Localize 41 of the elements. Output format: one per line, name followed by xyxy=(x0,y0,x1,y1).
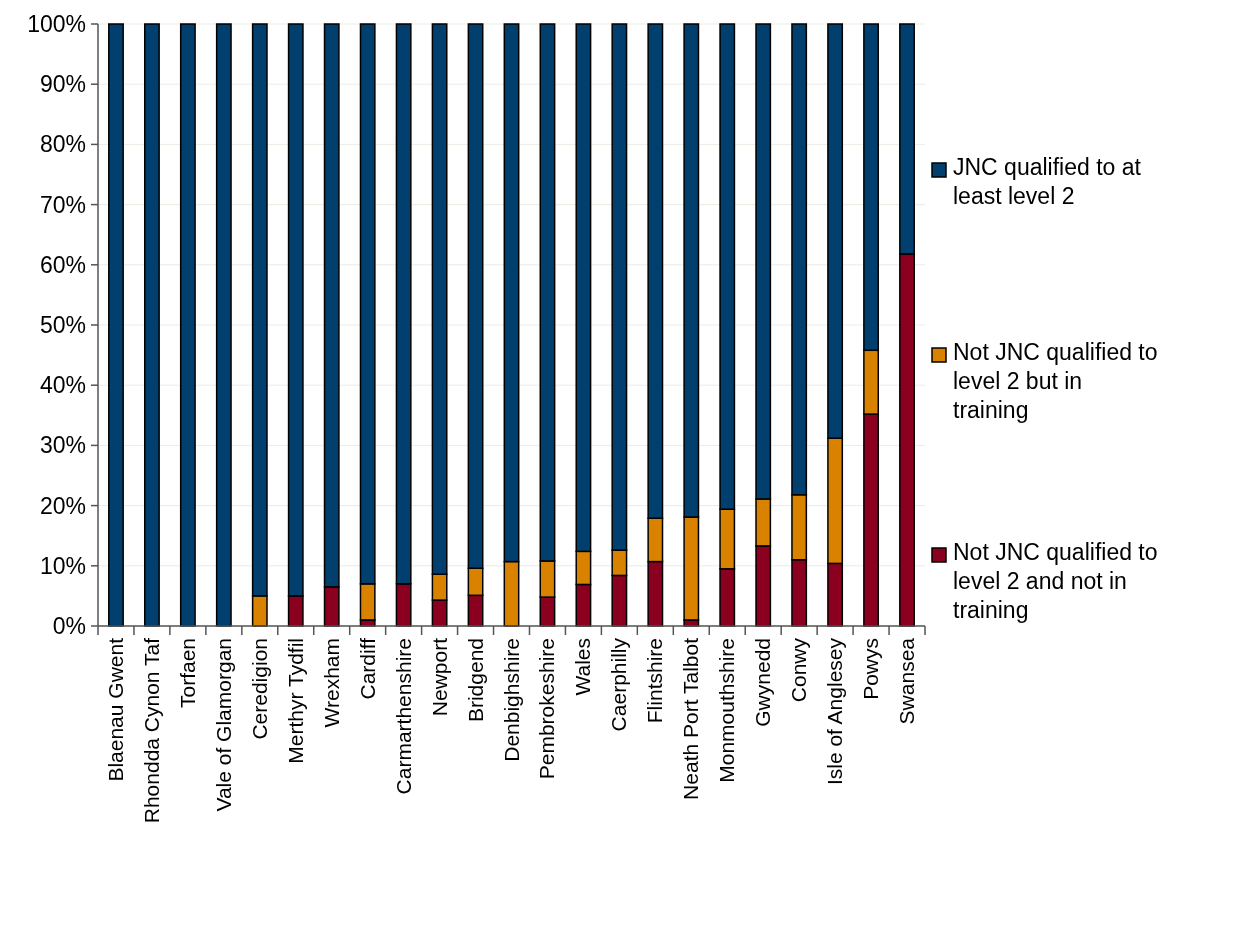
bar xyxy=(179,23,196,627)
x-tick-label: Wrexham xyxy=(319,638,343,728)
legend-label: Not JNC qualified to level 2 but in training xyxy=(953,339,1158,424)
x-tick-label: Caerphilly xyxy=(607,637,631,732)
x-tick-label: Torfaen xyxy=(175,638,199,709)
legend-label: JNC qualified to at least level 2 xyxy=(953,154,1142,210)
x-tick-label: Conwy xyxy=(787,637,811,703)
x-tick-label: Swansea xyxy=(895,637,919,725)
x-tick-label: Denbighshire xyxy=(499,638,523,762)
x-tick-label: Cardiff xyxy=(355,637,379,700)
x-tick-label: Powys xyxy=(859,638,883,700)
x-tick-label: Monmouthshire xyxy=(715,638,739,783)
bar xyxy=(143,23,160,627)
legend-label: Not JNC qualified to level 2 and not in training xyxy=(953,539,1158,624)
x-tick-label: Neath Port Talbot xyxy=(679,637,703,800)
x-tick-label: Rhondda Cynon Taf xyxy=(139,637,163,824)
x-tick-label: Ceredigion xyxy=(247,638,271,740)
y-tick-label: 20% xyxy=(39,492,86,519)
y-tick-label: 60% xyxy=(39,251,86,278)
x-tick-label: Isle of Anglesey xyxy=(823,637,847,786)
y-tick-label: 50% xyxy=(39,312,86,339)
x-tick-label: Wales xyxy=(571,638,595,696)
x-tick-label: Merthyr Tydfil xyxy=(283,638,307,764)
y-tick-label: 40% xyxy=(39,372,86,399)
x-tick-label: Flintshire xyxy=(643,638,667,724)
y-tick-label: 0% xyxy=(52,613,86,640)
x-tick-label: Newport xyxy=(427,637,451,717)
x-tick-label: Pembrokeshire xyxy=(535,638,559,780)
y-tick-label: 70% xyxy=(39,191,86,218)
bar xyxy=(108,23,124,627)
y-tick-label: 10% xyxy=(39,552,86,579)
y-tick-label: 30% xyxy=(39,432,86,459)
x-tick-label: Gwynedd xyxy=(751,638,775,727)
y-tick-label: 80% xyxy=(39,131,86,158)
y-tick-label: 90% xyxy=(39,71,86,98)
x-tick-label: Vale of Glamorgan xyxy=(211,638,235,812)
x-tick-label: Blaenau Gwent xyxy=(103,637,127,782)
bar xyxy=(215,23,232,627)
x-tick-label: Bridgend xyxy=(463,638,487,723)
y-tick-label: 100% xyxy=(27,11,86,38)
x-tick-label: Carmarthenshire xyxy=(391,638,415,795)
